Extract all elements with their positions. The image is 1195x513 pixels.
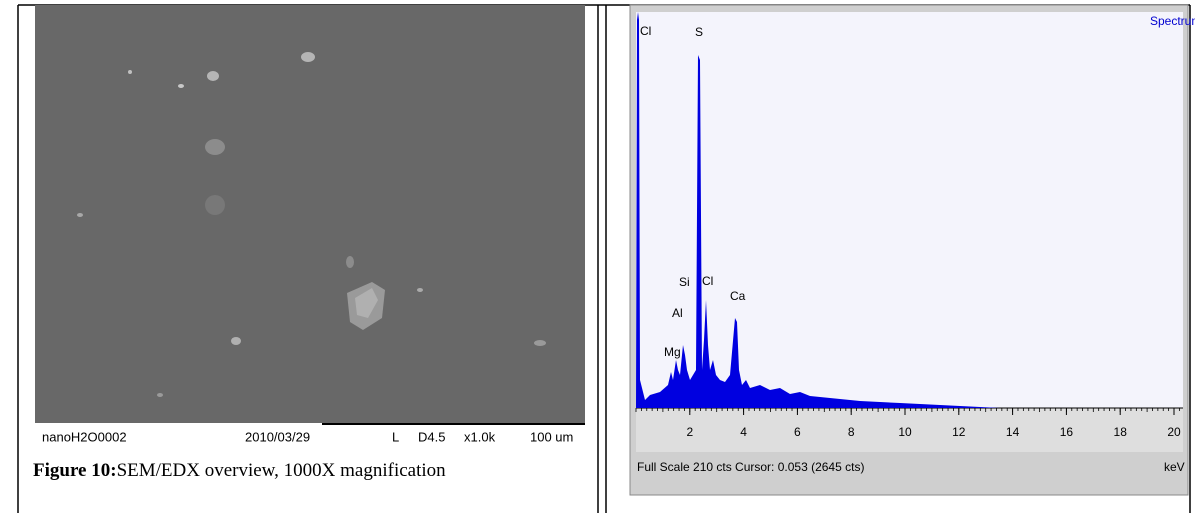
x-tick-label: 16 [1060,425,1074,439]
peak-label: Al [672,306,683,320]
peak-label: Si [679,275,690,289]
sem-date: 2010/03/29 [245,429,310,444]
sem-scale: 100 um [530,429,573,444]
caption-label: Figure 10: [33,460,117,481]
peak-label: Cl [702,274,713,288]
status: Full Scale 210 cts Cursor: 0.053 (2645 c… [637,460,864,474]
sem-image [35,5,585,423]
sem-magnification: x1.0k [464,429,496,444]
peak-label: Ca [730,289,746,303]
x-unit: keV [1164,460,1185,474]
x-tick-label: 20 [1167,425,1181,439]
x-tick-label: 18 [1114,425,1128,439]
x-tick-label: 6 [794,425,801,439]
sem-mode: L [392,429,399,444]
peak-label: Mg [664,345,681,359]
x-tick-label: 10 [898,425,912,439]
caption: Figure 10:SEM/EDX overview, 1000X magnif… [33,460,446,481]
x-tick-label: 12 [952,425,966,439]
peak-label: S [695,25,703,39]
caption-text: SEM/EDX overview, 1000X magnification [117,460,447,481]
edx-axis-strip [636,408,1183,452]
x-tick-label: 8 [848,425,855,439]
peak-label: Cl [640,24,651,38]
x-tick-label: 2 [686,425,693,439]
sem-sample: nanoH2O0002 [42,429,127,444]
x-ticks: 2 4 6 8 10 12 14 16 18 20 [635,408,1181,439]
x-tick-label: 4 [740,425,747,439]
x-tick-label: 14 [1006,425,1020,439]
spectrum-name: Spectrum3 [1150,14,1195,28]
edx-plot [636,12,1183,408]
sem-distance: D4.5 [418,429,445,444]
